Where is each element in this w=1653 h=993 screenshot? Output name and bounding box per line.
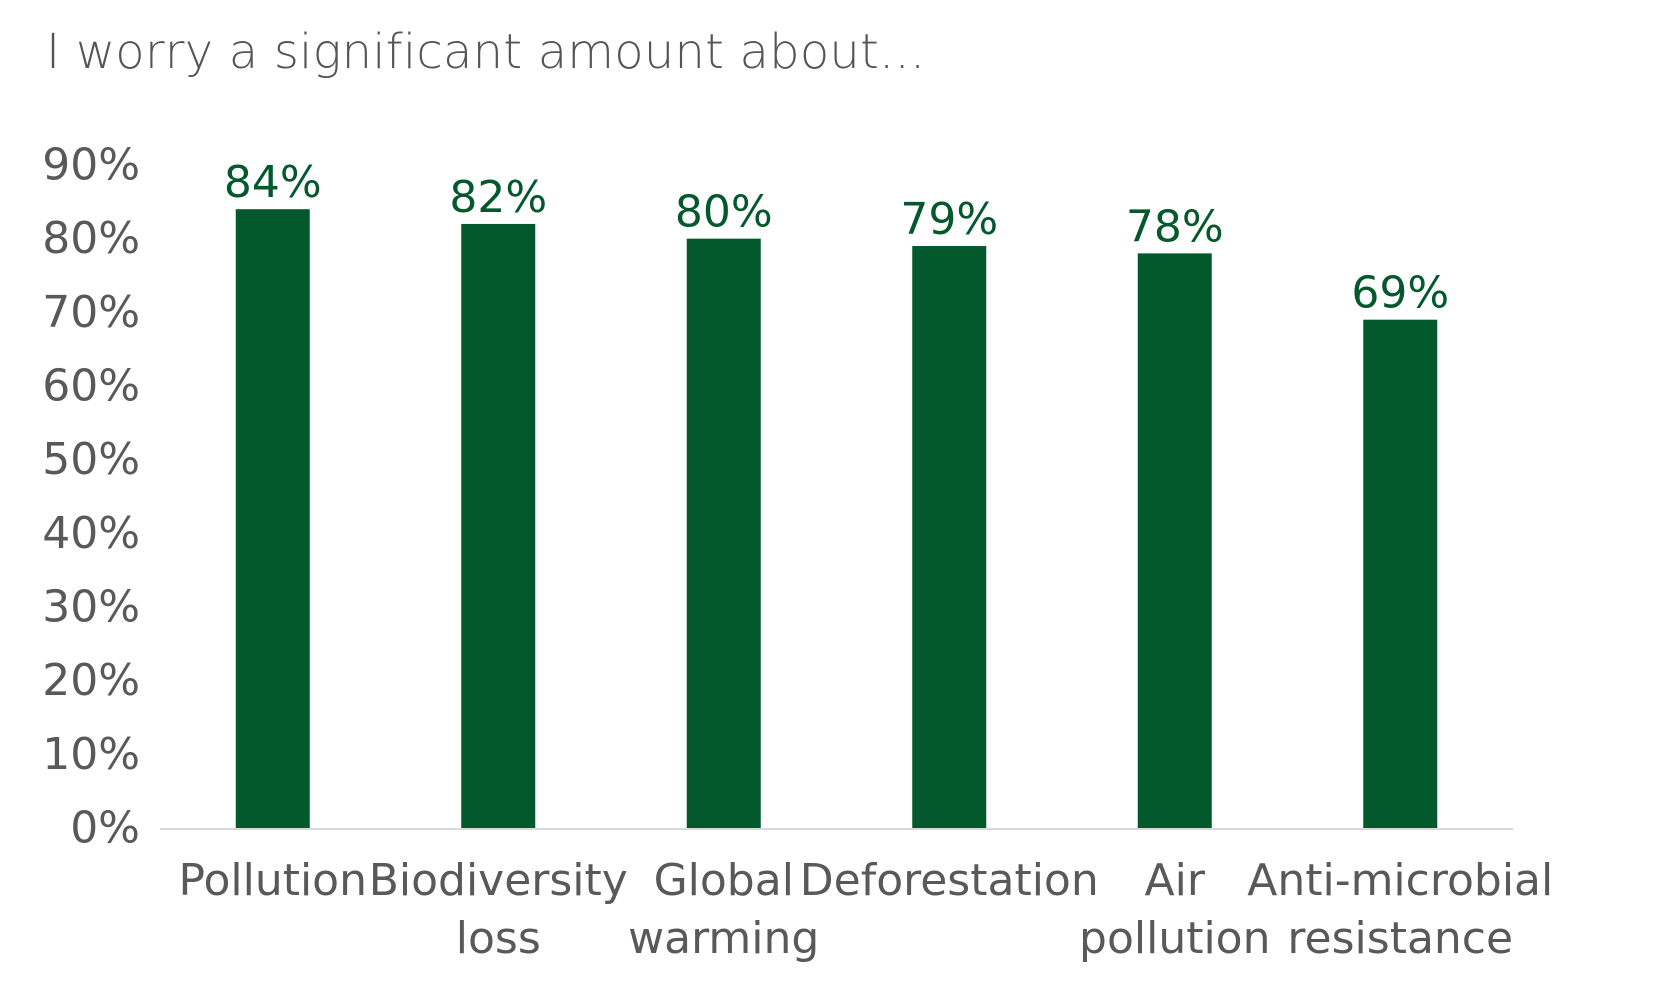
y-axis: 0% 10% 20% 30% 40% 50% 60% 70% 80% 90% <box>42 140 140 854</box>
x-tick-label-line: Biodiversity <box>369 855 628 906</box>
x-tick-label-line: Anti-microbial <box>1247 855 1553 906</box>
y-tick-label: 50% <box>42 434 140 485</box>
x-tick-label-line: pollution <box>1079 913 1270 964</box>
y-tick-label: 40% <box>42 508 140 559</box>
bar <box>912 246 987 829</box>
bar <box>686 238 761 828</box>
bar <box>1137 253 1212 828</box>
y-tick-label: 60% <box>42 361 140 412</box>
y-tick-label: 90% <box>42 140 140 191</box>
y-tick-label: 0% <box>70 803 140 854</box>
bar <box>1363 319 1438 828</box>
data-label: 78% <box>1126 201 1224 252</box>
data-label: 69% <box>1351 268 1449 319</box>
y-tick-label: 80% <box>42 213 140 264</box>
x-tick-label-line: loss <box>456 913 541 964</box>
y-tick-label: 70% <box>42 287 140 338</box>
x-tick-label: Pollution <box>178 855 367 906</box>
x-tick-label: Deforestation <box>800 855 1099 906</box>
x-tick-label: Biodiversity loss <box>369 855 628 964</box>
x-tick-label-line: resistance <box>1287 913 1513 964</box>
x-tick-label: Air pollution <box>1079 855 1270 964</box>
bars-group <box>235 209 1438 829</box>
x-tick-label-line: Pollution <box>178 855 367 906</box>
y-tick-label: 10% <box>42 729 140 780</box>
data-label: 80% <box>675 187 773 238</box>
x-tick-label-line: warming <box>628 913 819 964</box>
x-tick-label-line: Global <box>654 855 794 906</box>
bar <box>461 223 536 828</box>
x-tick-label: Global warming <box>628 855 819 964</box>
x-tick-label-line: Deforestation <box>800 855 1099 906</box>
data-label: 84% <box>224 157 322 208</box>
chart-title: I worry a significant amount about... <box>46 24 926 80</box>
x-tick-label-line: Air <box>1145 855 1206 906</box>
x-axis: Pollution Biodiversity loss Global warming De… <box>178 855 1553 964</box>
data-label: 79% <box>900 194 998 245</box>
data-labels-group: 84% 82% 80% 79% 78% 69% <box>224 157 1449 319</box>
data-label: 82% <box>449 172 547 223</box>
bar <box>235 209 310 828</box>
y-tick-label: 20% <box>42 655 140 706</box>
x-tick-label: Anti-microbial resistance <box>1247 855 1553 964</box>
y-tick-label: 30% <box>42 582 140 633</box>
